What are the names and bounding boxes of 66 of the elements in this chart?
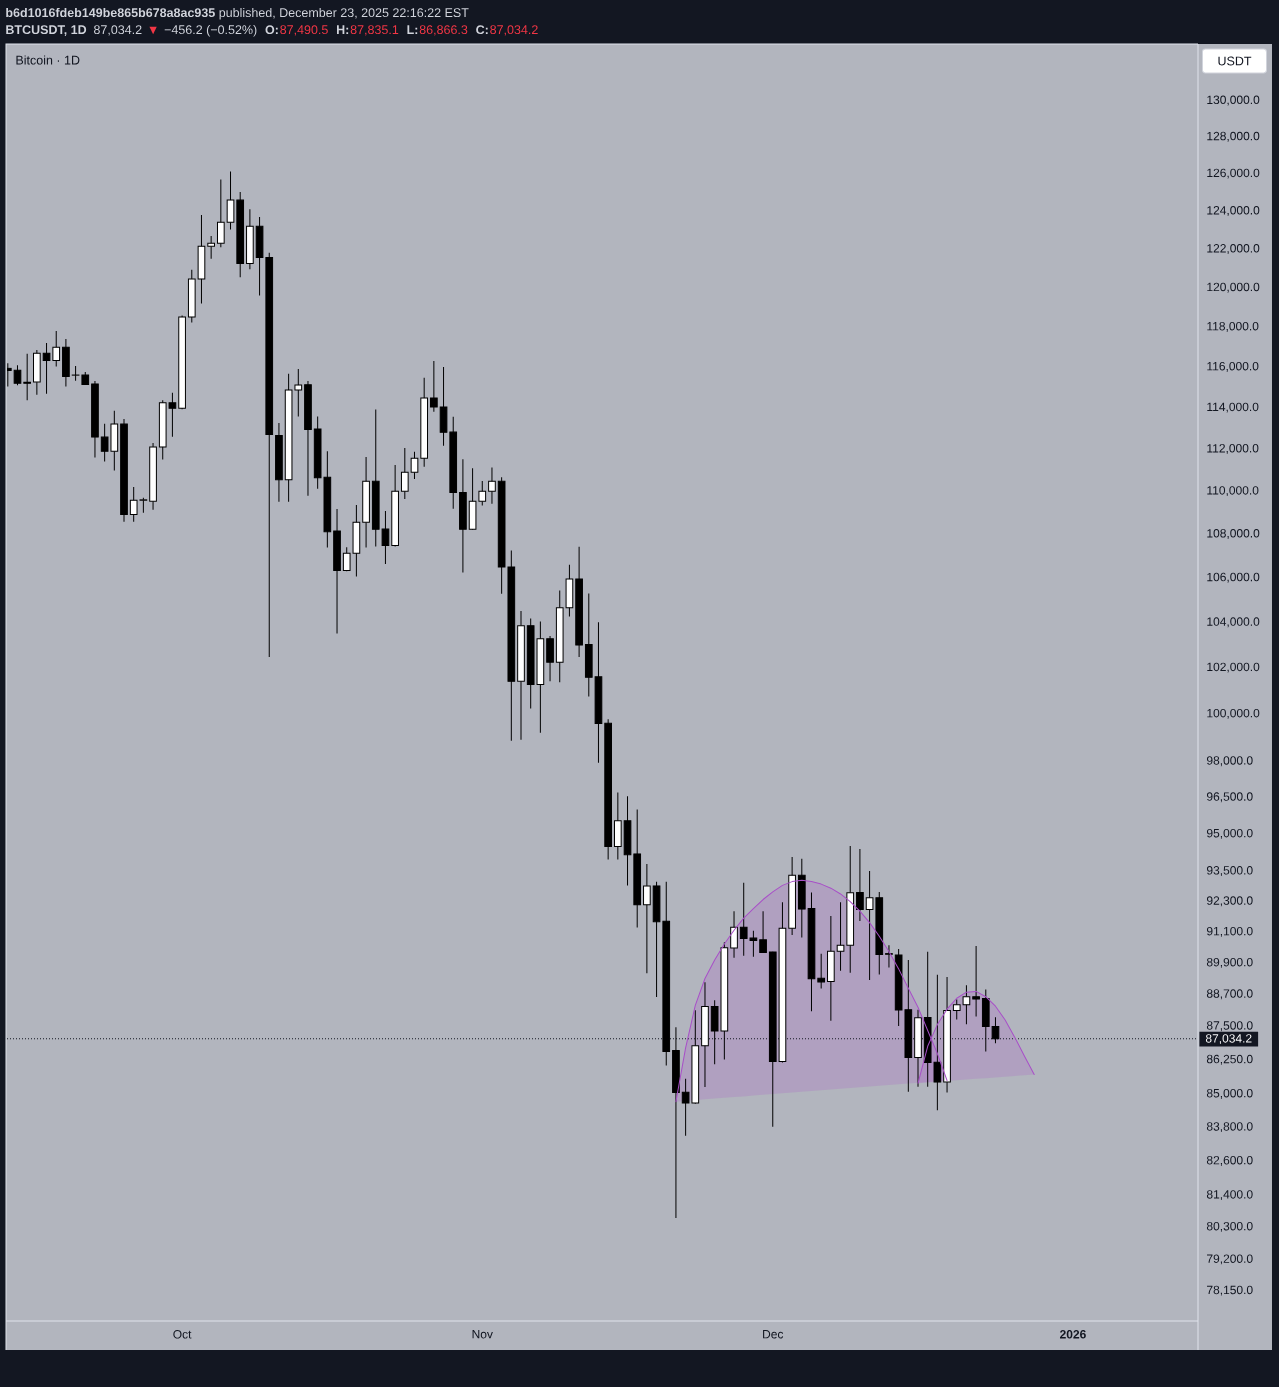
y-tick-label: 112,000.0 [1207,444,1259,454]
y-tick-label: 108,000.0 [1207,529,1260,539]
candlestick [817,953,826,989]
text: ▼ [149,26,157,35]
x-tick-label: Nov [472,1330,493,1339]
y-tick-label: 114,000.0 [1207,402,1259,413]
y-tick-label: 110,000.0 [1207,486,1259,497]
candlestick [488,466,496,505]
candlestick [730,910,738,959]
y-tick-label: 130,000.0 [1207,95,1260,106]
text: L: [407,25,418,34]
y-tick-label: 102,000.0 [1207,662,1260,673]
y-tick-label: 92,300.0 [1206,896,1253,907]
x-tick-label: Dec [763,1330,784,1339]
candlestick [759,910,767,954]
x-tick-label: 2026 [1059,1330,1086,1339]
text: 87,034.2 [490,25,538,36]
y-tick-label: 80,300.0 [1206,1221,1253,1232]
candlestick [643,863,651,974]
candlestick [856,848,864,922]
y-axis-title: USDT [1218,56,1252,66]
y-tick-label: 93,500.0 [1206,866,1253,876]
text: H: [337,25,349,34]
y-tick-label: 100,000.0 [1207,708,1260,719]
candlestick [885,944,893,969]
y-tick-label: 88,700.0 [1206,989,1253,1000]
y-tick-label: 95,000.0 [1206,828,1253,839]
text: 87,034.2 [93,25,142,36]
text: b6d1016fdeb149be865b678a8ac935 published, December 23, 2025 22:16:22 EST [6,7,469,20]
y-tick-label: 118,000.0 [1207,321,1259,332]
candlestick [430,360,438,413]
text: C: [476,25,488,35]
y-tick-label: 124,000.0 [1207,206,1260,216]
y-tick-label: 82,600.0 [1206,1155,1253,1166]
text: Bitcoin · 1D [16,55,80,65]
y-tick-label: 106,000.0 [1207,572,1260,583]
y-tick-label: 104,000.0 [1207,617,1260,628]
y-tick-label: 98,000.0 [1206,756,1253,767]
y-tick-label: 126,000.0 [1207,168,1260,179]
y-tick-label: 86,250.0 [1206,1054,1253,1065]
y-tick-label: 79,200.0 [1207,1254,1253,1265]
text: BTCUSDT, 1D [6,25,87,36]
y-tick-label: 81,400.0 [1206,1190,1253,1201]
text: −456.2 (−0.52%) [164,24,257,37]
text: 87,490.5 [280,25,328,36]
text: 86,866.3 [419,25,468,36]
ref-line-label: 87,034.2 [1205,1034,1252,1045]
y-tick-label: 96,500.0 [1206,792,1253,803]
x-tick-label: Oct [173,1330,192,1339]
candlestick [216,178,225,248]
text: 87,835.1 [350,25,399,36]
y-tick-label: 91,100.0 [1206,926,1253,937]
y-tick-label: 85,000.0 [1206,1088,1253,1099]
candlestick [972,945,980,1018]
y-tick-label: 122,000.0 [1207,244,1260,254]
y-tick-label: 89,900.0 [1206,957,1253,968]
candlestick [207,235,215,260]
y-tick-label: 128,000.0 [1207,131,1260,142]
text: O: [265,25,278,35]
y-tick-label: 116,000.0 [1207,361,1259,372]
y-tick-label: 87,500.0 [1206,1021,1253,1032]
y-tick-label: 83,800.0 [1206,1122,1253,1133]
y-tick-label: 78,150.0 [1207,1285,1253,1296]
candlestick [546,635,554,682]
y-tick-label: 120,000.0 [1207,282,1260,293]
candlestick [23,353,32,401]
